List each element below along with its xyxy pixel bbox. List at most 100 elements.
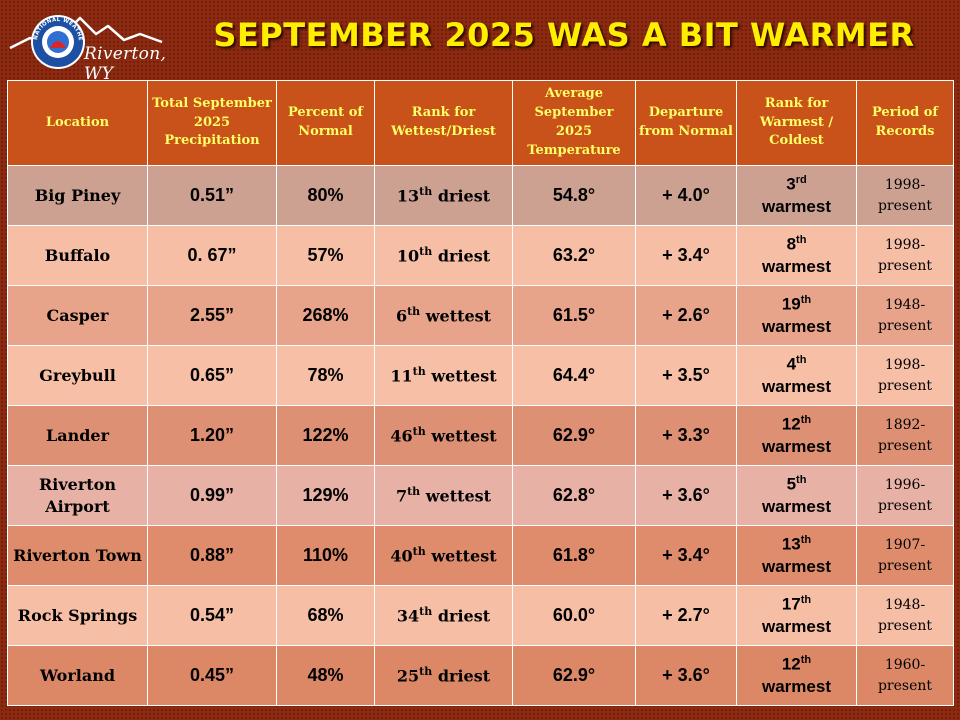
warm-cold-rank-cell: 12th warmest — [736, 645, 857, 706]
rank-number: 46 — [390, 426, 413, 446]
rank-number: 6 — [395, 306, 408, 326]
precip-cell: 0.54” — [147, 585, 277, 646]
rank-word: wettest — [431, 366, 497, 386]
warm-rank-word: warmest — [762, 676, 831, 696]
location-name: Casper — [46, 305, 109, 325]
departure-value: + 2.7° — [662, 605, 710, 625]
precip-cell: 0.45” — [147, 645, 277, 706]
warm-cold-rank-cell: 17th warmest — [736, 585, 857, 646]
warm-cold-rank-cell: 3rd warmest — [736, 165, 857, 226]
table-row: Big Piney 0.51” 80% 13th driest 54.8° + 4.0° 3… — [7, 165, 954, 226]
wet-dry-rank-cell: 11th wettest — [374, 345, 513, 406]
table-row: Riverton Town 0.88” 110% 40th wettest 61.8° +… — [7, 525, 954, 586]
departure-value: + 3.4° — [662, 245, 710, 265]
period-start: 1960- — [884, 656, 926, 673]
period-cell: 1998- present — [856, 225, 954, 286]
period-cell: 1996- present — [856, 465, 954, 526]
percent-cell: 110% — [276, 525, 375, 586]
percent-value: 268% — [302, 305, 349, 325]
period-end: present — [877, 197, 933, 214]
rank-word: driest — [437, 606, 491, 626]
rank-suffix: th — [419, 185, 433, 199]
departure-cell: + 3.4° — [635, 525, 737, 586]
period-start: 1892- — [884, 416, 926, 433]
period-start: 1948- — [884, 596, 926, 613]
period-cell: 1998- present — [856, 165, 954, 226]
departure-cell: + 2.6° — [635, 285, 737, 346]
location-name: Big Piney — [34, 185, 121, 205]
period-cell: 1907- present — [856, 525, 954, 586]
period-end: present — [877, 317, 933, 334]
warm-rank-number: 4 — [786, 354, 797, 374]
period-cell: 1892- present — [856, 405, 954, 466]
warm-rank-number: 3 — [786, 174, 796, 194]
rank-number: 13 — [396, 186, 420, 206]
percent-cell: 129% — [276, 465, 375, 526]
temp-value: 61.8° — [552, 545, 596, 565]
temp-cell: 62.8° — [512, 465, 636, 526]
rank-suffix: th — [419, 245, 433, 259]
percent-value: 78% — [307, 365, 344, 385]
wet-dry-rank-cell: 40th wettest — [374, 525, 513, 586]
warm-rank-suffix: th — [800, 594, 812, 607]
table-row: Buffalo 0. 67” 57% 10th driest 63.2° + 3.4° 8t… — [7, 225, 954, 286]
percent-value: 122% — [302, 425, 349, 445]
location-cell: Lander — [7, 405, 148, 466]
departure-cell: + 3.5° — [635, 345, 737, 406]
wet-dry-rank-cell: 10th driest — [374, 225, 513, 286]
temp-value: 62.9° — [552, 665, 596, 685]
location-name: Rock Springs — [17, 605, 138, 625]
temp-cell: 62.9° — [512, 405, 636, 466]
warm-rank-suffix: th — [800, 534, 812, 547]
period-cell: 1948- present — [856, 285, 954, 346]
location-cell: Worland — [7, 645, 148, 706]
precip-cell: 1.20” — [147, 405, 277, 466]
wet-dry-rank-cell: 7th wettest — [374, 465, 513, 526]
warm-rank-suffix: th — [800, 654, 812, 667]
warm-cold-rank-cell: 12th warmest — [736, 405, 857, 466]
percent-value: 80% — [307, 185, 344, 205]
period-start: 1998- — [884, 356, 926, 373]
precip-value: 2.55” — [189, 305, 235, 325]
precip-cell: 0.99” — [147, 465, 277, 526]
percent-value: 110% — [302, 545, 349, 565]
column-header: Location — [7, 80, 148, 166]
temp-cell: 61.8° — [512, 525, 636, 586]
rank-suffix: th — [419, 665, 433, 679]
table-row: Greybull 0.65” 78% 11th wettest 64.4° + 3.5° 4… — [7, 345, 954, 406]
wet-dry-rank-cell: 13th driest — [374, 165, 513, 226]
rank-number: 40 — [390, 546, 413, 566]
rank-word: wettest — [425, 306, 492, 326]
column-header: Total September 2025 Precipitation — [147, 80, 277, 166]
temp-value: 54.8° — [552, 185, 596, 205]
precip-cell: 0.88” — [147, 525, 277, 586]
temp-cell: 60.0° — [512, 585, 636, 646]
location-cell: Riverton Town — [7, 525, 148, 586]
precip-cell: 0.65” — [147, 345, 277, 406]
wet-dry-rank-cell: 25th driest — [374, 645, 513, 706]
warm-rank-number: 5 — [786, 474, 797, 494]
location-cell: Greybull — [7, 345, 148, 406]
temp-value: 63.2° — [552, 245, 596, 265]
column-header: Departure from Normal — [635, 80, 737, 166]
warm-cold-rank-cell: 5th warmest — [736, 465, 857, 526]
percent-value: 68% — [307, 605, 344, 625]
rank-word: driest — [437, 666, 491, 686]
wet-dry-rank-cell: 6th wettest — [374, 285, 513, 346]
location-cell: Buffalo — [7, 225, 148, 286]
rank-suffix: th — [407, 305, 421, 319]
column-header: Percent of Normal — [276, 80, 375, 166]
rank-suffix: th — [419, 605, 433, 619]
rank-suffix: th — [407, 485, 421, 499]
percent-cell: 122% — [276, 405, 375, 466]
warm-rank-word: warmest — [762, 556, 831, 576]
percent-cell: 68% — [276, 585, 375, 646]
departure-value: + 3.6° — [662, 665, 710, 685]
rank-word: wettest — [425, 486, 492, 506]
rank-suffix: th — [412, 365, 426, 379]
rank-word: wettest — [431, 546, 497, 566]
departure-cell: + 2.7° — [635, 585, 737, 646]
location-cell: Casper — [7, 285, 148, 346]
warm-cold-rank-cell: 13th warmest — [736, 525, 857, 586]
